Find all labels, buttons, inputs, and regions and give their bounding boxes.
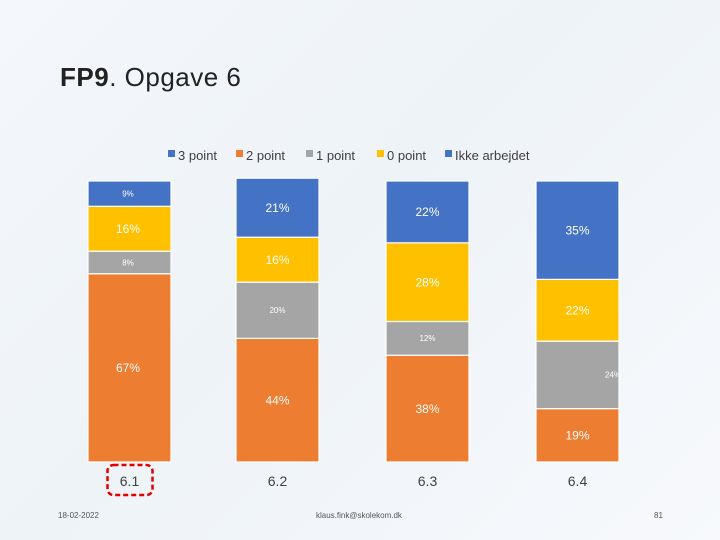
data-label-6.4-ikke-arbejdet: 35% [565,223,589,237]
title-rest: . Opgave 6 [109,62,242,92]
data-label-6.1-ikke-arbejdet: 9% [122,190,134,199]
bar-segment-6.1-0-point [87,205,172,252]
bar-segment-6.3-1-point [385,320,470,356]
legend-swatch-2 [306,150,313,157]
data-label-6.2-0-point: 16% [265,253,289,267]
bar-segment-6.2-1-point [235,281,320,339]
legend-label-0: 3 point [178,148,217,163]
chart-bars [87,177,620,463]
page-title: FP9. Opgave 6 [60,62,241,93]
bar-segment-6.1-2-point [87,273,172,463]
legend-swatch-4 [445,150,452,157]
legend-label-1: 2 point [246,148,285,163]
legend-label-3: 0 point [387,148,426,163]
data-label-6.1-1-point: 8% [122,258,134,267]
data-label-6.1-2-point: 67% [116,361,140,375]
footer-date: 18-02-2022 [58,511,99,520]
legend-swatch-1 [236,150,243,157]
footer-email: klaus.fink@skolekom.dk [316,511,402,520]
data-label-6.3-0-point: 28% [415,275,439,289]
data-label-6.4-1-point: 24% [605,371,621,380]
data-label-6.2-1-point: 20% [269,306,285,315]
bar-segment-6.2-0-point [235,236,320,283]
legend-swatch-3 [377,150,384,157]
chart-data-labels: 67% 8% 16% 9% 44% 20% 16% 21% 38% 12% 28% 22% 19% 24%… [116,190,621,443]
category-label-6.2: 6.2 [268,473,288,489]
bar-segment-6.3-0-point [385,242,470,323]
category-label-6.1: 6.1 [120,473,140,489]
data-label-6.1-0-point: 16% [116,222,140,236]
data-label-6.2-2-point: 44% [265,393,289,407]
category-label-6.4: 6.4 [568,473,588,489]
bar-segment-6.3-2-point [385,354,470,463]
data-label-6.4-2-point: 19% [565,429,589,443]
data-label-6.3-ikke-arbejdet: 22% [415,205,439,219]
category-label-6.3: 6.3 [418,473,438,489]
bar-segment-6.4-2-point [535,408,620,463]
data-label-6.2-ikke-arbejdet: 21% [265,201,289,215]
bar-segment-6.1-ikke-arbejdet [87,180,172,207]
data-label-6.4-0-point: 22% [565,304,589,318]
bar-segment-6.2-2-point [235,337,320,463]
legend-label-4: Ikke arbejdet [455,148,530,163]
data-label-6.3-1-point: 12% [419,334,435,343]
footer-page-number: 81 [654,511,663,520]
title-bold: FP9 [60,62,110,92]
legend-swatch-0 [168,150,175,157]
bar-segment-6.4-0-point [535,278,620,342]
bar-segment-6.2-ikke-arbejdet [235,177,320,238]
bar-segment-6.3-ikke-arbejdet [385,180,470,244]
legend-label-2: 1 point [316,148,355,163]
bar-segment-6.4-ikke-arbejdet [535,180,620,280]
chart-category-labels: 6.1 6.2 6.3 6.4 [106,463,588,497]
data-label-6.3-2-point: 38% [415,402,439,416]
highlight-box [106,463,154,497]
chart-legend: 3 point 2 point 1 point 0 point Ikke arbejde… [168,148,530,163]
